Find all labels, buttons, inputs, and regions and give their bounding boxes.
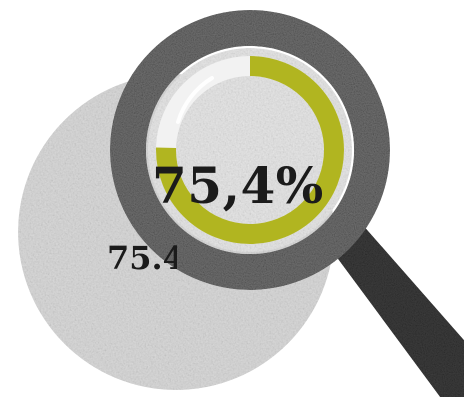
lens-highlight — [176, 76, 214, 124]
progress-ring — [156, 56, 344, 244]
lens-glass — [148, 48, 352, 252]
percentage-label-small: 75.4 — [107, 239, 185, 277]
magnifying-glass-icon — [110, 10, 390, 290]
magnifier-handle — [318, 208, 464, 397]
percentage-label-large: 75,4% — [152, 156, 324, 215]
progress-ring-fill — [156, 56, 344, 244]
